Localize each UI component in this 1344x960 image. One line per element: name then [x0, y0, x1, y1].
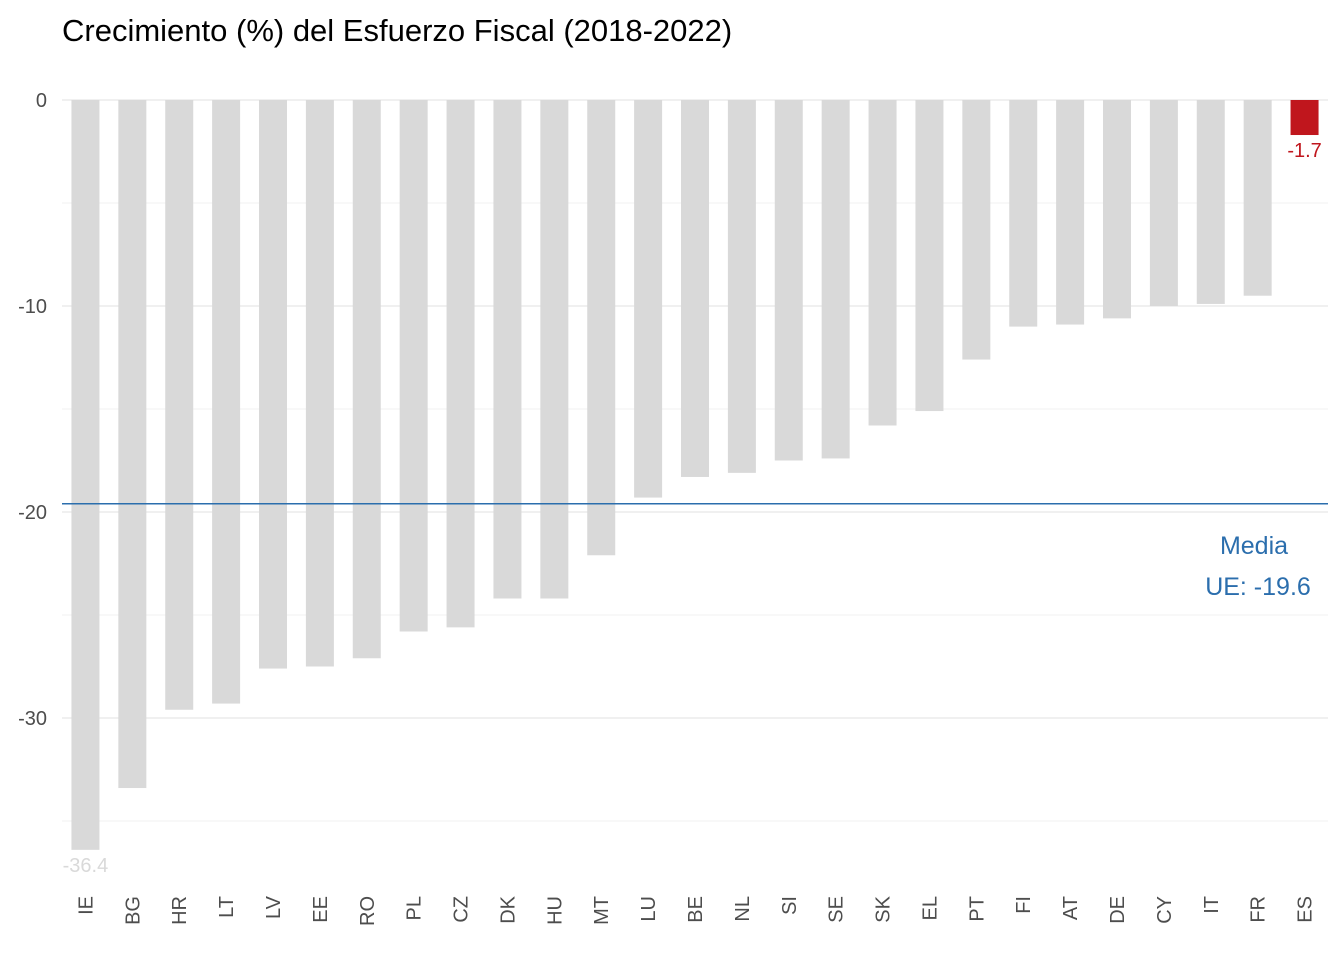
x-axis-ticks: IE BG HR LT LV EE RO PL CZ DK HU MT LU BE NL SI SE SK EL PT… — [75, 895, 1316, 926]
bar-fi — [1009, 100, 1038, 327]
x-tick-label-fr: FR — [1248, 896, 1270, 923]
x-tick-label-lt: LT — [216, 896, 238, 918]
bar-ee — [305, 100, 334, 667]
data-labels: -36.4 -1.7 — [63, 140, 1322, 877]
y-axis-ticks: 0 -10 -20 -30 — [18, 90, 47, 730]
y-tick-label: -20 — [18, 502, 47, 524]
bar-it — [1196, 100, 1225, 304]
bar-si — [774, 100, 803, 461]
x-tick-label-ro: RO — [357, 896, 379, 926]
bar-be — [681, 100, 709, 477]
bar-lv — [259, 100, 287, 669]
bar-ro — [352, 100, 381, 659]
x-tick-label-hr: HR — [169, 896, 191, 925]
x-tick-label-it: IT — [1201, 896, 1223, 914]
bars — [71, 100, 1319, 850]
bar-dk — [493, 100, 522, 599]
bar-bg — [118, 100, 147, 789]
x-tick-label-cy: CY — [1154, 896, 1176, 924]
x-tick-label-ie: IE — [75, 896, 97, 915]
x-tick-label-at: AT — [1060, 896, 1082, 920]
x-tick-label-be: BE — [685, 896, 707, 923]
data-label-es: -1.7 — [1287, 140, 1321, 162]
x-tick-label-sk: SK — [873, 895, 895, 922]
x-tick-label-fi: FI — [1013, 896, 1035, 914]
x-tick-label-lu: LU — [638, 896, 660, 922]
eu-mean-label-line2: UE: -19.6 — [1205, 573, 1311, 601]
bar-pt — [962, 100, 991, 360]
x-tick-label-cz: CZ — [451, 896, 473, 923]
x-tick-label-pl: PL — [404, 896, 426, 920]
x-tick-label-lv: LV — [263, 895, 285, 919]
chart-title: Crecimiento (%) del Esfuerzo Fiscal (201… — [62, 13, 732, 48]
data-label-ie: -36.4 — [63, 855, 109, 877]
x-tick-label-de: DE — [1107, 896, 1129, 924]
eu-mean-label-line1: Media — [1220, 532, 1288, 560]
bar-cy — [1149, 100, 1178, 306]
bar-hu — [540, 100, 569, 599]
x-tick-label-nl: NL — [732, 896, 754, 922]
bar-pl — [399, 100, 428, 632]
x-tick-label-es: ES — [1295, 896, 1317, 923]
bar-el — [915, 100, 944, 412]
x-tick-label-bg: BG — [122, 896, 144, 925]
x-tick-label-ee: EE — [310, 896, 332, 923]
x-tick-label-el: EL — [919, 896, 941, 920]
bar-sk — [868, 100, 897, 426]
x-tick-label-hu: HU — [544, 896, 566, 925]
y-tick-label: 0 — [36, 90, 47, 112]
reference-line-group: Media UE: -19.6 — [62, 502, 1328, 601]
bar-at — [1056, 100, 1085, 325]
y-tick-label: -30 — [18, 708, 47, 730]
bar-de — [1103, 100, 1131, 319]
bar-fr — [1243, 100, 1272, 296]
x-tick-label-dk: DK — [497, 895, 519, 923]
bar-lt — [212, 100, 241, 704]
bar-lu — [634, 100, 663, 498]
bar-se — [821, 100, 850, 459]
bar-mt — [587, 100, 616, 556]
bar-hr — [165, 100, 194, 710]
y-tick-label: -10 — [18, 296, 47, 318]
bar-cz — [446, 100, 475, 628]
bar-ie — [71, 100, 100, 850]
x-tick-label-mt: MT — [591, 896, 613, 925]
bar-es — [1290, 100, 1319, 136]
x-tick-label-pt: PT — [966, 896, 988, 922]
x-tick-label-si: SI — [779, 896, 801, 915]
x-tick-label-se: SE — [826, 896, 848, 923]
bar-nl — [727, 100, 756, 473]
